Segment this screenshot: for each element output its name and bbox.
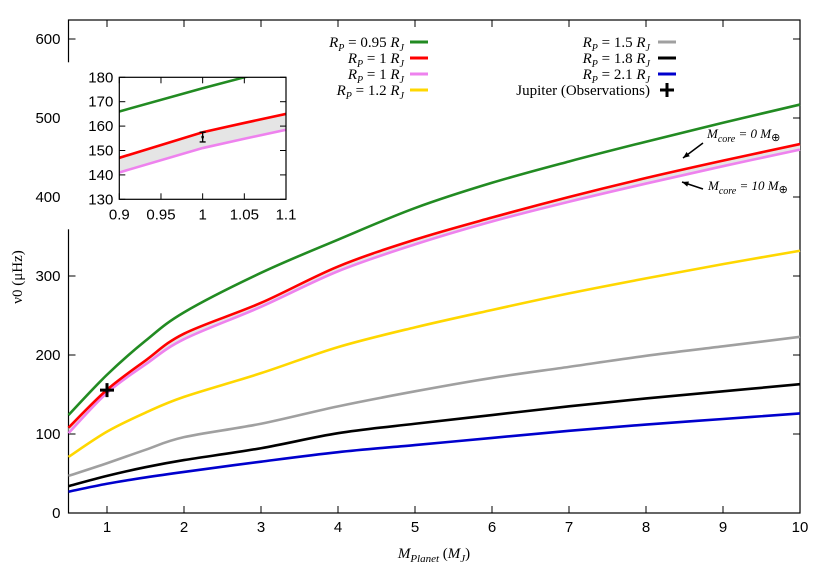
inset-y-tick-label: 170: [88, 94, 113, 111]
x-tick-label: 6: [488, 519, 496, 536]
legend-label: RP = 1.8 RJ: [582, 51, 651, 70]
inset-series-line: [119, 77, 250, 113]
x-tick-label: 4: [334, 519, 342, 536]
y-tick-label: 300: [35, 268, 60, 285]
legend-label: RP = 0.95 RJ: [328, 35, 404, 54]
x-tick-label: 9: [719, 519, 727, 536]
series-line: [68, 382, 801, 488]
inset-jupiter-point: [201, 135, 204, 139]
legend-label: Jupiter (Observations): [516, 83, 650, 99]
inset-x-tick-label: 0.95: [146, 206, 175, 223]
inset-y-tick-label: 160: [88, 118, 113, 135]
legend-jupiter-marker: [660, 83, 674, 97]
inset-y-tick-label: 130: [88, 191, 113, 208]
y-tick-label: 500: [35, 110, 60, 127]
legend-label: RP = 1.5 RJ: [582, 35, 651, 54]
inset-series-line: [119, 128, 286, 174]
inset-x-tick-label: 1: [198, 206, 206, 223]
annotation-arrowhead: [683, 151, 690, 158]
annotation-arrowhead: [682, 181, 689, 187]
inset-y-tick-label: 140: [88, 167, 113, 184]
y-axis-label: ν0 (μHz): [10, 250, 26, 304]
y-tick-label: 200: [35, 347, 60, 364]
annotations: Mcore = 0 M⊕ Mcore = 10 M⊕: [681, 126, 788, 197]
core-mass-annotation: Mcore = 0 M⊕: [706, 126, 780, 145]
plot-frame: [67, 19, 801, 514]
inset-plot: 0.9 0.95 1 1.05 1.1 130 140 150 160 170 180: [67, 62, 297, 230]
x-tick-label: 3: [257, 519, 265, 536]
inset-x-tick-label: 0.9: [109, 206, 130, 223]
y-tick-label: 600: [35, 31, 60, 48]
x-tick-label: 5: [411, 519, 419, 536]
jupiter-observation-marker: [100, 383, 114, 398]
legend-label: RP = 1 RJ: [347, 51, 405, 70]
series-line: [67, 249, 801, 458]
inset-y-tick-label: 180: [88, 69, 113, 86]
x-tick-label: 10: [792, 519, 809, 536]
legend-label: RP = 1 RJ: [347, 67, 405, 86]
series-line: [67, 148, 801, 435]
series-line: [67, 142, 801, 429]
legend-label: RP = 2.1 RJ: [582, 67, 651, 86]
series-line: [67, 103, 801, 416]
inset-x-tick-label: 1.05: [230, 206, 259, 223]
main-curves: [67, 103, 801, 493]
x-tick-label: 1: [103, 519, 111, 536]
y-tick-label: 400: [35, 189, 60, 206]
core-mass-annotation: Mcore = 10 M⊕: [707, 178, 788, 197]
inset-y-tick-label: 150: [88, 143, 113, 160]
series-line: [68, 335, 801, 478]
y-tick-label: 0: [52, 505, 60, 522]
x-tick-label: 8: [642, 519, 650, 536]
inset-core-mass-band: [119, 113, 286, 173]
inset-series-line: [119, 112, 286, 160]
x-tick-label: 2: [180, 519, 188, 536]
x-axis-label: MPlanet (MJ): [397, 546, 470, 565]
series-line: [68, 412, 801, 493]
inset-curves: [119, 77, 286, 174]
legend-label: RP = 1.2 RJ: [336, 83, 405, 102]
inset-x-tick-label: 1.1: [276, 206, 297, 223]
y-tick-label: 100: [35, 426, 60, 443]
x-tick-label: 7: [565, 519, 573, 536]
